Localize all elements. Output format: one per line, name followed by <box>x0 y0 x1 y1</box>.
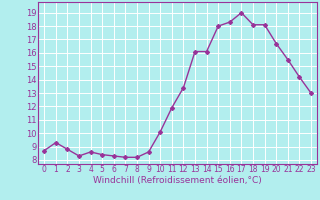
X-axis label: Windchill (Refroidissement éolien,°C): Windchill (Refroidissement éolien,°C) <box>93 176 262 185</box>
